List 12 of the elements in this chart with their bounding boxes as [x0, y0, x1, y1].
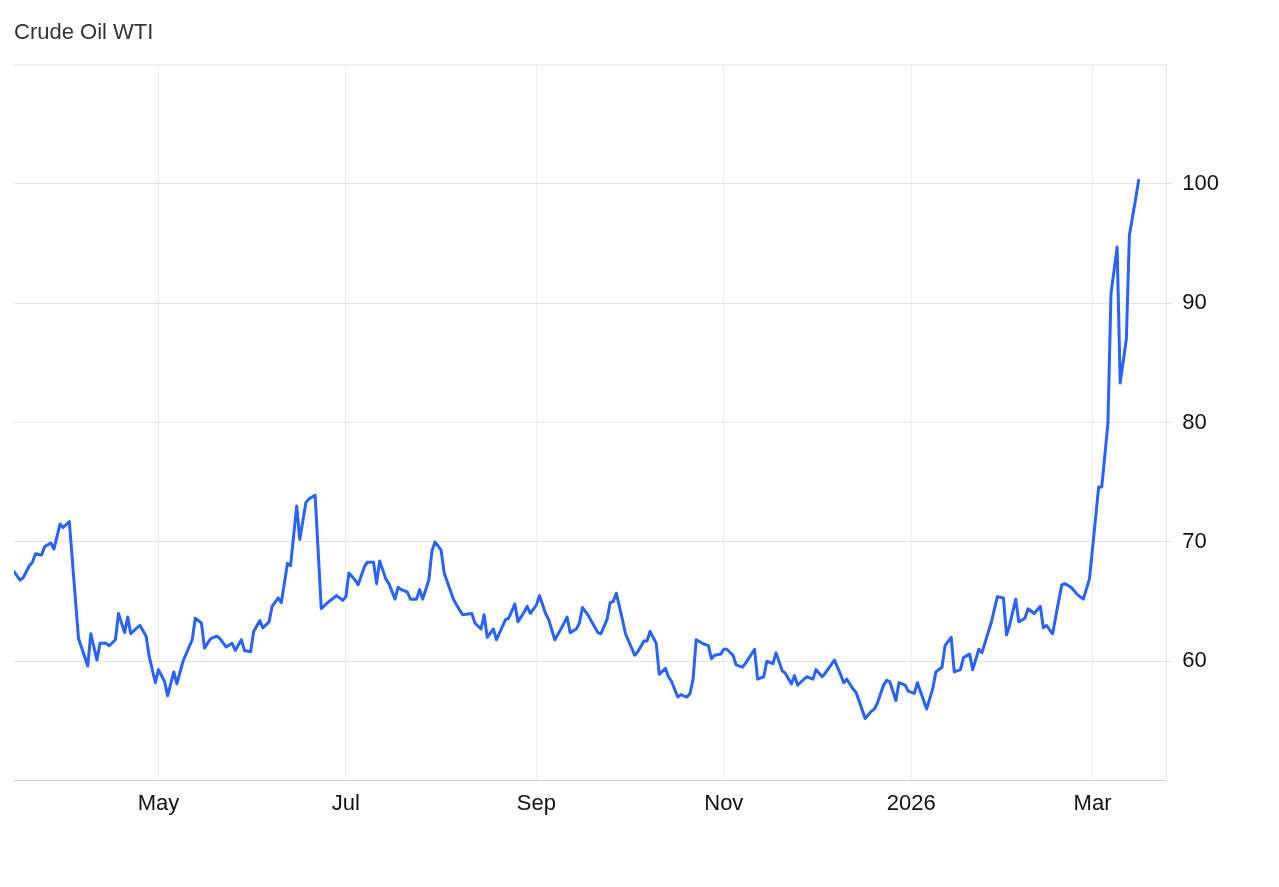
x-tick-label: Sep [516, 789, 556, 815]
x-tick-label: 2026 [886, 789, 936, 815]
y-tick-label: 100 [1182, 169, 1220, 195]
y-tick-label: 70 [1182, 527, 1207, 553]
x-tick-label: Jul [331, 789, 360, 815]
x-tick-label: Nov [704, 789, 744, 815]
x-tick-label: Mar [1073, 789, 1112, 815]
x-tick-label: May [137, 789, 180, 815]
y-tick-label: 60 [1182, 647, 1207, 673]
y-tick-label: 80 [1182, 408, 1207, 434]
y-tick-label: 90 [1182, 289, 1207, 315]
chart-title: Crude Oil WTI [14, 19, 154, 45]
